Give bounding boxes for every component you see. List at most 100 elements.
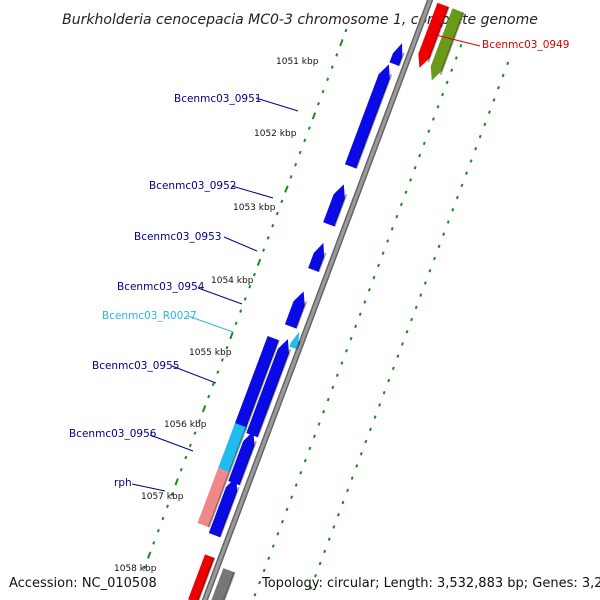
tick-mark [335, 53, 339, 57]
leader-line [197, 287, 243, 305]
gene-label-rph[interactable]: rph [114, 477, 132, 489]
gene-bcenmc03-0949 [418, 2, 449, 68]
gene-edge [295, 340, 301, 350]
leader-line [231, 185, 274, 199]
gene-edge [355, 74, 393, 169]
kbp-label: 1053 kbp [233, 203, 276, 213]
tick-mark [460, 183, 464, 188]
gene-edge [219, 486, 240, 538]
tick-mark [330, 65, 334, 69]
tick-mark [327, 537, 331, 541]
tick-mark [341, 500, 345, 505]
tick-mark [311, 112, 317, 120]
tick-mark [289, 175, 293, 179]
tick-mark [266, 236, 270, 240]
gene-labels: Bcenmc03_0949 Bcenmc03_0951 Bcenmc03_095… [69, 39, 569, 489]
gene-rph-a [228, 431, 255, 486]
tick-mark [179, 467, 183, 472]
gene-bcenmc03-r0027 [289, 331, 300, 350]
tick-mark [377, 263, 380, 268]
tick-mark [271, 223, 275, 228]
tick-mark [382, 391, 386, 395]
gene-edge [238, 440, 257, 486]
tick-mark [326, 77, 330, 82]
tick-mark [454, 56, 458, 60]
gene-bottom-red [188, 554, 215, 600]
tick-mark [401, 342, 404, 346]
tick-mark [446, 220, 450, 224]
tick-mark [487, 110, 491, 114]
tick-mark [451, 208, 455, 212]
gene-edge [256, 348, 292, 438]
tick-mark [410, 317, 414, 322]
tick-mark [358, 312, 362, 316]
gene-label-bcenmc03-r0027[interactable]: Bcenmc03_R0027 [102, 310, 197, 322]
tick-mark [317, 101, 320, 106]
tick-mark [445, 80, 449, 85]
tick-mark [367, 288, 371, 292]
gene-label-bcenmc03-0956[interactable]: Bcenmc03_0956 [69, 428, 157, 440]
tick-mark [284, 185, 289, 193]
tick-mark [239, 309, 243, 313]
tick-mark [152, 541, 156, 545]
kbp-label: 1055 kbp [189, 348, 232, 358]
tick-mark [483, 122, 487, 127]
tick-mark [299, 471, 303, 475]
tick-mark [354, 324, 358, 329]
tick-mark [285, 507, 289, 512]
gene-label-bcenmc03-0951[interactable]: Bcenmc03_0951 [174, 93, 261, 105]
tick-mark [314, 574, 318, 578]
tick-mark [262, 568, 266, 573]
tick-mark [207, 394, 211, 399]
tick-mark [294, 162, 298, 167]
tick-mark [469, 159, 473, 163]
tick-mark [253, 593, 257, 597]
gene-label-bcenmc03-0955[interactable]: Bcenmc03_0955 [92, 360, 179, 372]
tick-mark [248, 284, 252, 289]
gene-label-bcenmc03-0954[interactable]: Bcenmc03_0954 [117, 281, 205, 293]
gene-label-bcenmc03-0953[interactable]: Bcenmc03_0953 [134, 231, 221, 243]
gene-label-bcenmc03-0949[interactable]: Bcenmc03_0949 [482, 39, 569, 51]
tick-mark [465, 171, 468, 175]
tick-mark [346, 488, 350, 493]
tick-mark [161, 516, 165, 521]
gene-features [188, 2, 465, 600]
leader-line [149, 434, 194, 452]
leader-line [431, 33, 481, 47]
tick-mark [437, 244, 441, 249]
gene-label-bcenmc03-0952[interactable]: Bcenmc03_0952 [149, 180, 236, 192]
leader-line [187, 315, 234, 333]
tick-mark [321, 89, 325, 94]
tick-mark [275, 211, 279, 216]
tick-mark [436, 105, 440, 109]
kbp-labels: 1051 kbp 1052 kbp 1053 kbp 1054 kbp 1055… [114, 57, 319, 574]
tick-marks [143, 28, 510, 597]
leader-line [223, 236, 258, 252]
tick-mark [359, 452, 363, 456]
tick-mark [308, 446, 312, 451]
gene-edge [207, 471, 231, 528]
tick-mark [413, 166, 417, 170]
gene-edge [397, 52, 405, 67]
tick-mark [336, 513, 340, 517]
tick-mark [267, 556, 271, 560]
tick-mark [290, 495, 294, 499]
tick-mark [506, 61, 510, 66]
tick-mark [497, 86, 501, 90]
tick-mark [350, 476, 354, 480]
kbp-label: 1056 kbp [164, 420, 207, 430]
tick-mark [363, 300, 367, 304]
tick-mark [474, 147, 478, 151]
map-title: Burkholderia cenocepacia MC0-3 chromosom… [62, 12, 538, 28]
tick-mark [345, 349, 348, 353]
tick-mark [450, 68, 454, 72]
tick-mark [405, 330, 409, 334]
tick-mark [258, 580, 262, 585]
tick-mark [378, 403, 382, 407]
tick-mark [332, 525, 336, 529]
tick-mark [373, 415, 377, 419]
tick-mark [422, 141, 426, 146]
tick-mark [262, 248, 266, 252]
kbp-label: 1057 kbp [141, 492, 184, 502]
